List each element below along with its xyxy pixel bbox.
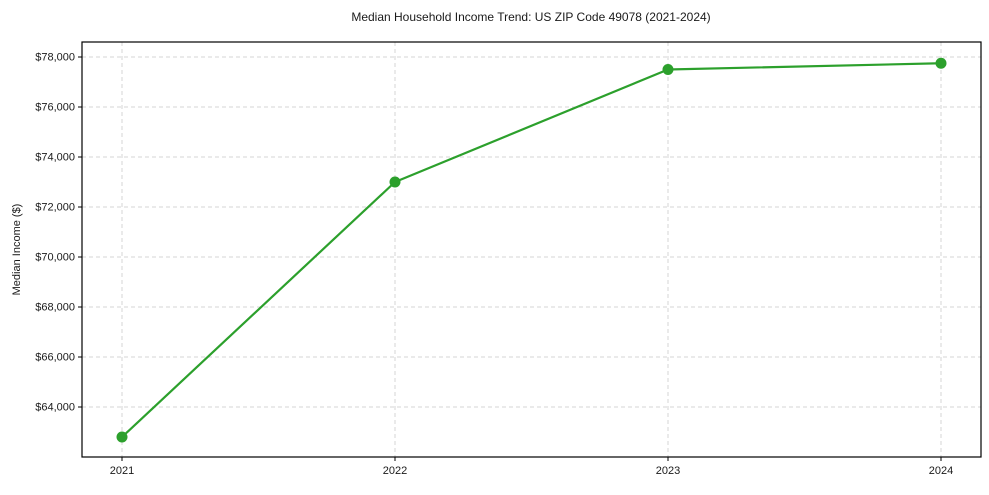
data-point	[935, 57, 947, 69]
y-tick-label: $72,000	[35, 202, 75, 214]
plot-border	[81, 41, 982, 458]
y-tick-label: $74,000	[35, 152, 75, 164]
y-tick-label: $64,000	[35, 402, 75, 414]
chart-title: Median Household Income Trend: US ZIP Co…	[351, 10, 710, 24]
x-tick-label: 2024	[929, 465, 953, 477]
data-point	[389, 176, 401, 188]
trend-line	[120, 62, 943, 439]
y-tick-label: $78,000	[35, 52, 75, 64]
y-tick-label: $68,000	[35, 302, 75, 314]
y-axis-label: Median Income ($)	[11, 204, 23, 296]
x-tick-label: 2021	[110, 465, 134, 477]
data-point	[662, 64, 674, 75]
y-tick-label: $66,000	[35, 352, 75, 364]
data-point	[116, 431, 128, 443]
y-tick-label: $76,000	[35, 102, 75, 114]
y-tick-label: $70,000	[35, 252, 75, 264]
x-tick-label: 2023	[656, 465, 680, 477]
plot-area: $64,000 $66,000 $68,000 $70,000 $72,000 $74,0…	[35, 41, 982, 477]
x-tick-label: 2022	[383, 465, 407, 477]
